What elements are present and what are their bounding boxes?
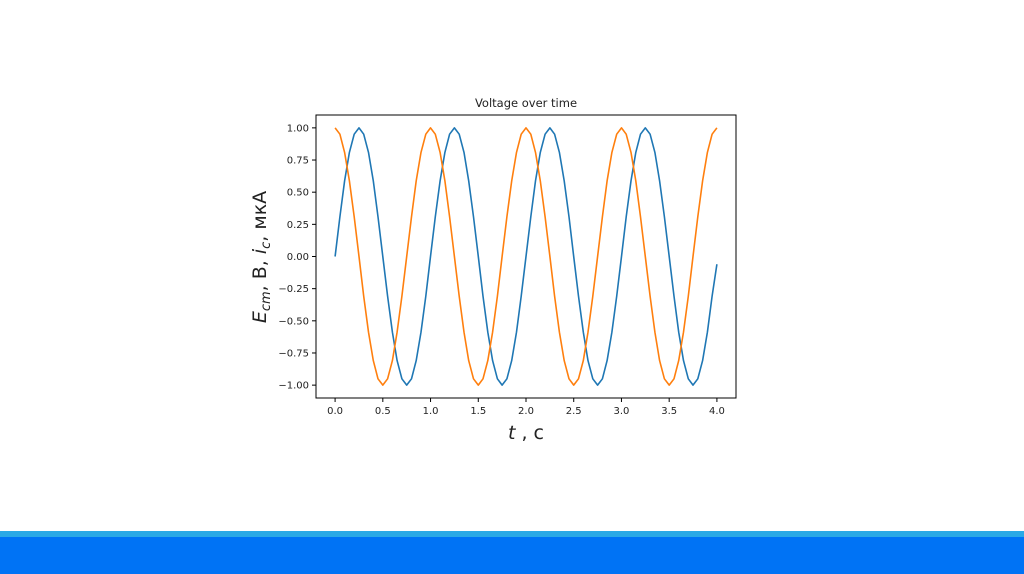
- x-tick-label: 2.5: [566, 406, 582, 417]
- footer-accent-strip: [0, 531, 1024, 537]
- y-tick-label: −0.75: [278, 348, 309, 359]
- y-tick-label: 0.25: [287, 220, 309, 231]
- x-tick-label: 0.5: [375, 406, 391, 417]
- x-tick-label: 3.5: [661, 406, 677, 417]
- y-tick-label: 1.00: [287, 123, 309, 134]
- y-tick-label: −0.50: [278, 316, 309, 327]
- y-axis: 1.00 0.75 0.50 0.25 0.00 −0.25 −0.50 −0.75 −1.00: [278, 123, 316, 392]
- footer-bar: [0, 537, 1024, 574]
- x-tick-label: 0.0: [327, 406, 343, 417]
- x-tick-label: 1.5: [470, 406, 486, 417]
- plot-area: [334, 127, 718, 386]
- x-tick-label: 3.0: [614, 406, 630, 417]
- series-line-1: [334, 127, 718, 386]
- y-tick-label: 0.00: [287, 252, 309, 263]
- y-tick-label: 0.50: [287, 188, 309, 199]
- x-axis: 0.0 0.5 1.0 1.5 2.0 2.5 3.0 3.5 4.0: [327, 398, 725, 417]
- y-axis-label: Ecm, B, ic, мкА: [249, 191, 274, 323]
- x-tick-label: 1.0: [423, 406, 439, 417]
- x-axis-label: t , c: [508, 422, 544, 444]
- x-tick-label: 4.0: [709, 406, 725, 417]
- series-line-0: [334, 127, 718, 386]
- y-tick-label: 0.75: [287, 156, 309, 167]
- y-tick-label: −0.25: [278, 284, 309, 295]
- chart-title: Voltage over time: [475, 96, 577, 110]
- y-tick-label: −1.00: [278, 381, 309, 392]
- x-tick-label: 2.0: [518, 406, 534, 417]
